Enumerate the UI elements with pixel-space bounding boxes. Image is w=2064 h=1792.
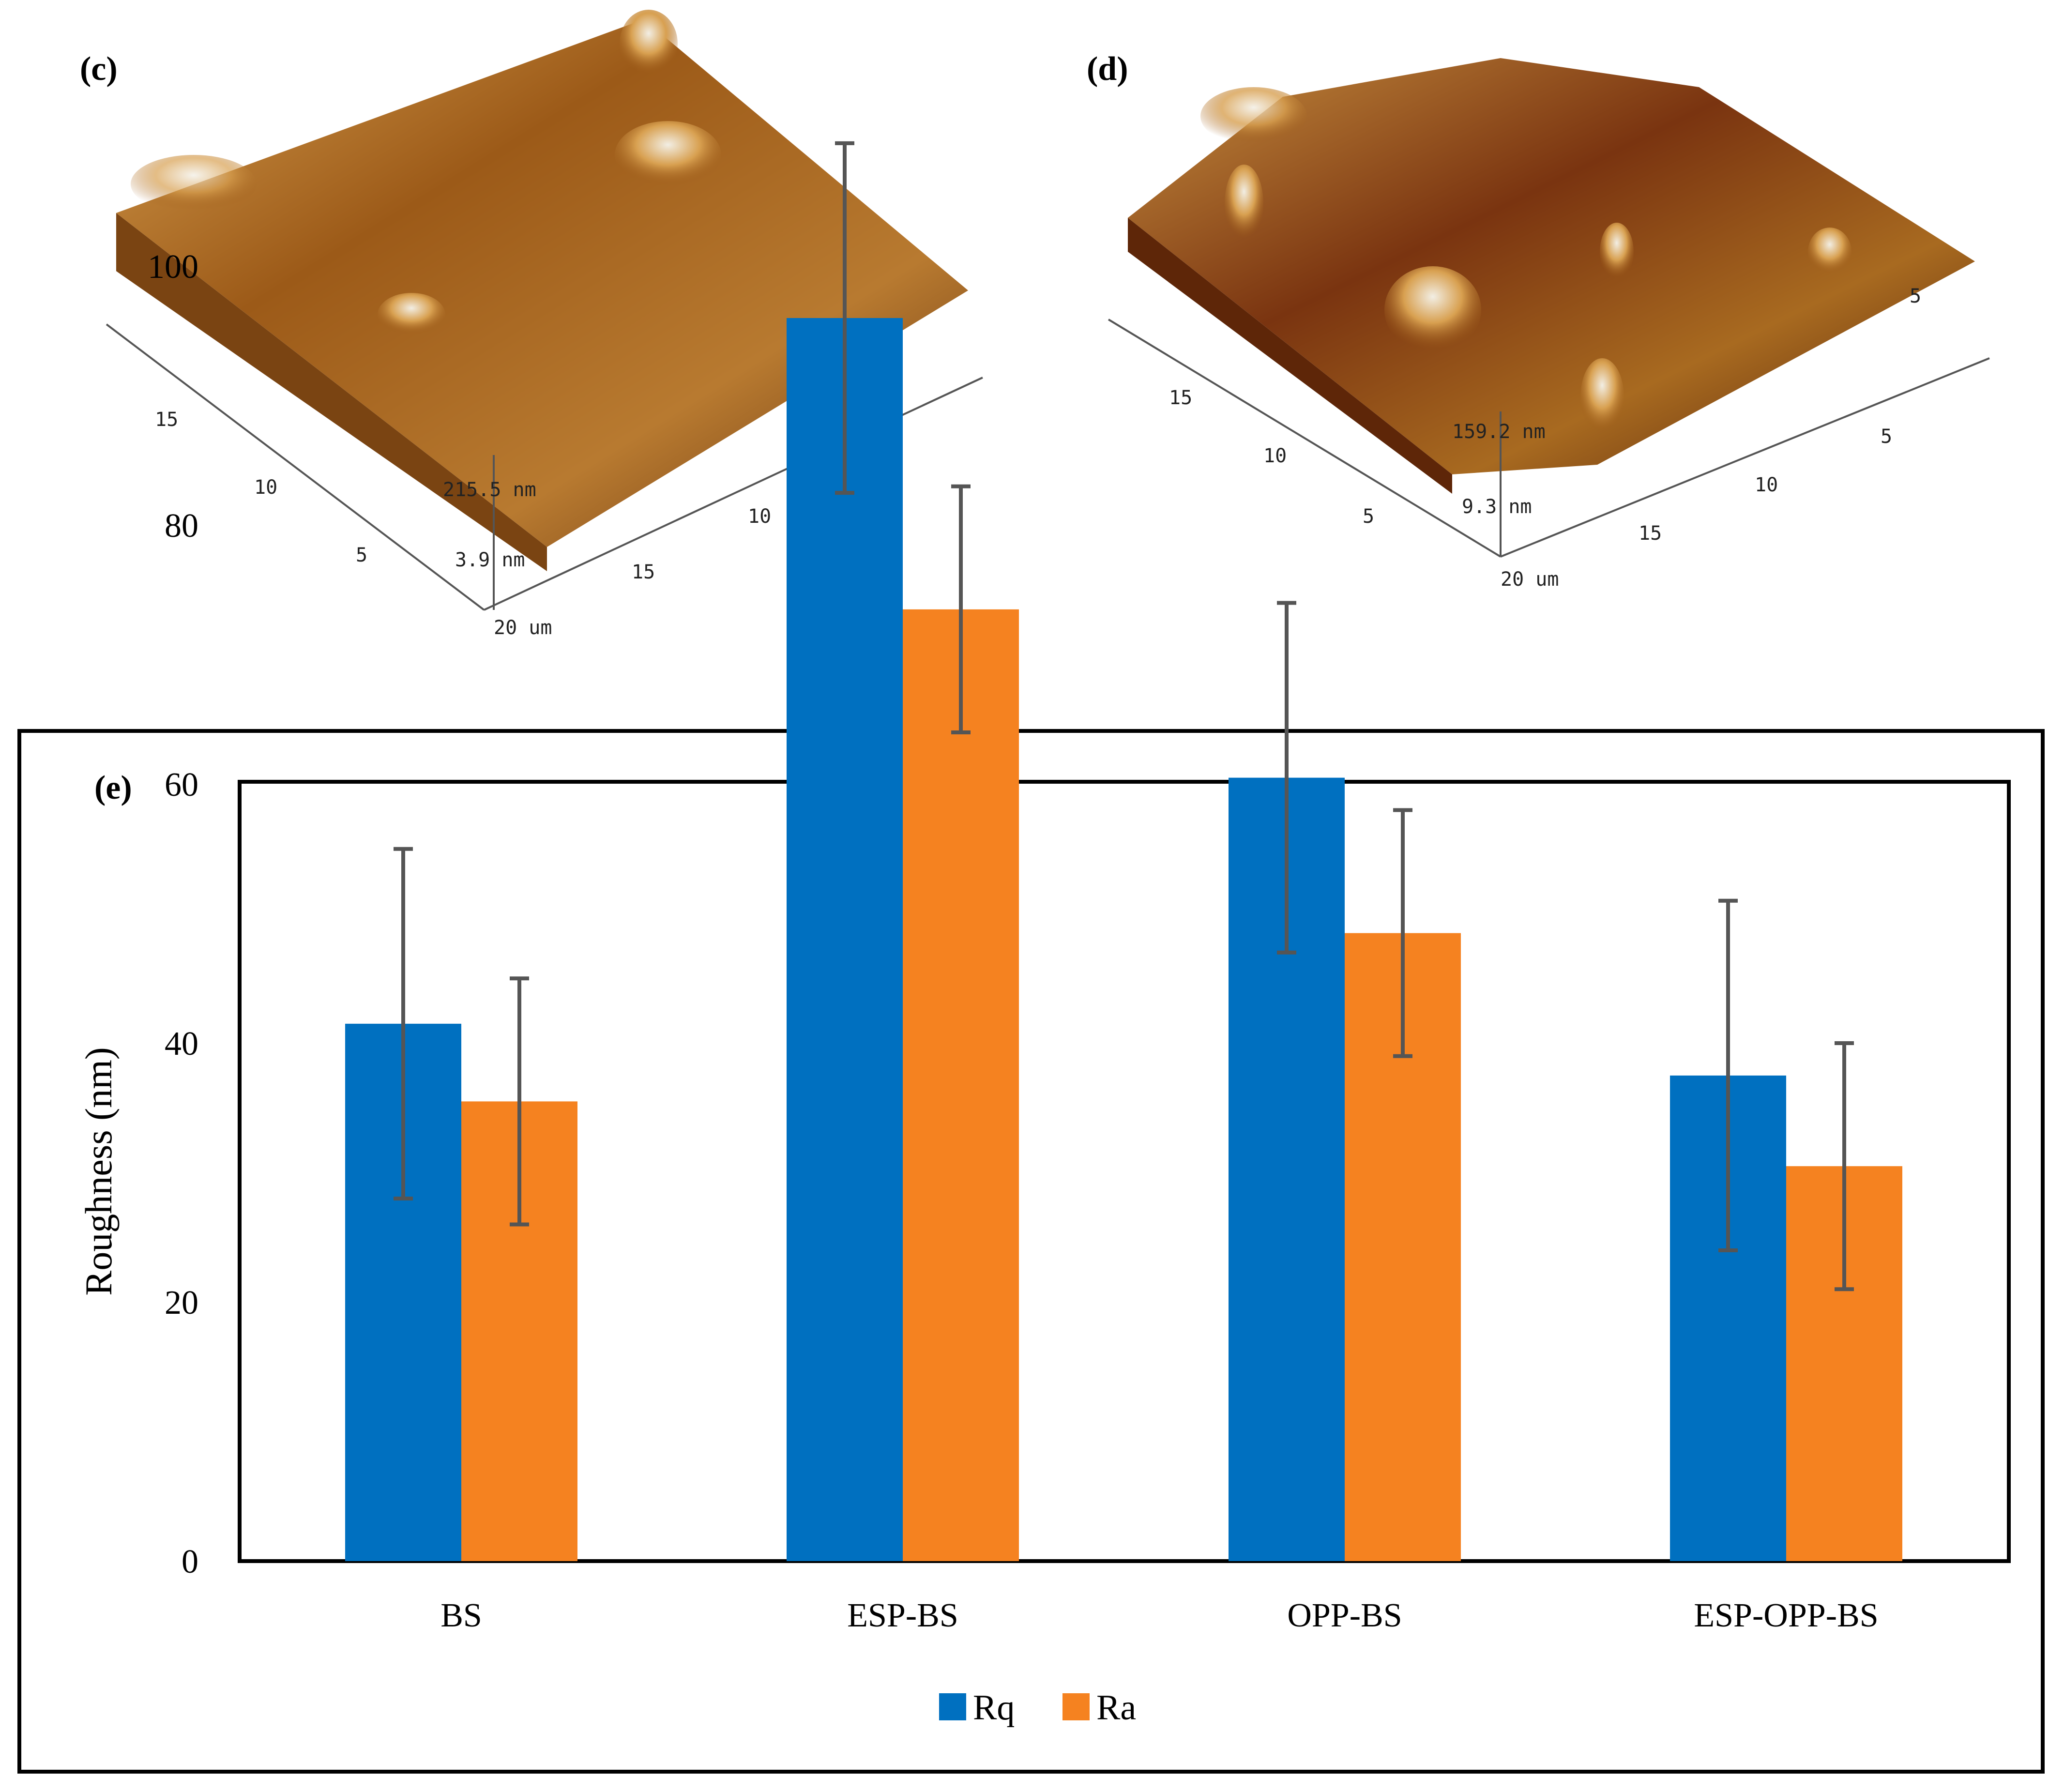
- afm-peak: [1808, 228, 1852, 276]
- x-axis-labels: BS ESP-BS OPP-BS ESP-OPP-BS: [440, 1597, 1878, 1634]
- afm-surface-d: [1128, 58, 1975, 474]
- x-tick-label: BS: [440, 1597, 482, 1634]
- afm-axis-right-d: [1500, 357, 1990, 558]
- y-tick-label: 40: [165, 1025, 198, 1063]
- afm-side-d: [1128, 218, 1452, 494]
- afm-tick: 10: [748, 505, 771, 528]
- afm-tick: 10: [254, 476, 277, 499]
- legend-label-rq: Rq: [973, 1688, 1015, 1728]
- afm-zmin-label: 9.3 nm: [1462, 496, 1532, 518]
- afm-peak: [620, 10, 678, 77]
- afm-zmax-label: 215.5 nm: [443, 479, 536, 501]
- legend-label-ra: Ra: [1096, 1688, 1136, 1728]
- y-tick-label: 60: [165, 766, 198, 804]
- y-tick-label: 20: [165, 1284, 198, 1321]
- y-axis-ticks: 0 20 40 60 80 100: [148, 248, 198, 1580]
- afm-zmin-label: 3.9 nm: [455, 549, 525, 571]
- afm-surface-c: [116, 19, 968, 547]
- afm-tick: 15: [632, 561, 655, 583]
- afm-panel-d: (d) 15 10 5 5 10 15 20 um 159.2 nm 9.3 n…: [1087, 50, 1990, 591]
- afm-peak: [378, 293, 445, 336]
- x-tick-label: ESP-OPP-BS: [1694, 1597, 1878, 1634]
- bar-rq: [787, 318, 903, 1561]
- afm-tick: 10: [1755, 474, 1778, 496]
- x-tick-label: OPP-BS: [1287, 1597, 1402, 1634]
- afm-corner-label: 20 um: [1501, 568, 1559, 591]
- afm-tick: 5: [356, 544, 367, 566]
- afm-corner-label: 20 um: [494, 617, 552, 639]
- afm-zmax-label: 159.2 nm: [1452, 421, 1546, 443]
- afm-axis-left-c: [106, 323, 485, 611]
- plot-area-frame: [238, 780, 2011, 1563]
- legend-swatch-ra: [1062, 1693, 1090, 1720]
- afm-tick: 15: [1639, 522, 1662, 545]
- y-tick-label: 80: [165, 507, 198, 545]
- afm-tick: 15: [1169, 387, 1192, 409]
- y-tick-label: 100: [148, 248, 198, 286]
- afm-peak: [1384, 266, 1481, 353]
- afm-peak: [615, 121, 721, 189]
- panel-e-letter: (e): [94, 769, 132, 806]
- afm-side-c: [116, 213, 547, 571]
- y-tick-label: 0: [182, 1543, 198, 1580]
- y-axis-title: Roughness (nm): [77, 1047, 120, 1295]
- bar-series: [345, 318, 1902, 1561]
- panel-d-letter: (d): [1087, 50, 1128, 88]
- afm-tick: 5: [1363, 505, 1374, 528]
- bar-ra: [903, 609, 1019, 1561]
- afm-axis-left-d: [1108, 319, 1502, 558]
- afm-tick: 15: [155, 409, 178, 431]
- afm-peak: [131, 155, 257, 213]
- panel-c-letter: (c): [80, 50, 118, 88]
- afm-tick: 5: [1910, 285, 1921, 307]
- legend: Rq Ra: [939, 1688, 1136, 1728]
- error-bars: [394, 141, 1854, 1291]
- afm-peak: [1600, 223, 1634, 281]
- afm-panel-c: (c) 15 10 5 5 10 15 20 um 215.5 nm 3.9 n…: [80, 10, 983, 639]
- afm-peak: [1225, 165, 1263, 242]
- afm-peak: [1200, 87, 1307, 145]
- afm-tick: 5: [1881, 425, 1892, 448]
- afm-peak: [1580, 358, 1624, 436]
- afm-tick: 10: [1263, 445, 1287, 467]
- x-tick-label: ESP-BS: [847, 1597, 958, 1634]
- legend-swatch-rq: [939, 1693, 966, 1720]
